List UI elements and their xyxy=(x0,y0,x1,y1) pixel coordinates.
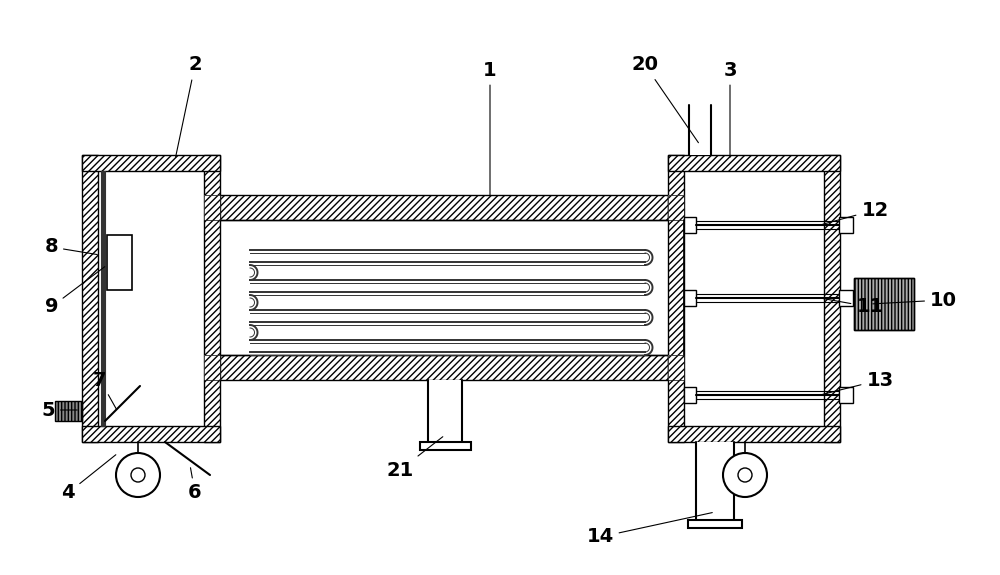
Bar xyxy=(839,290,853,306)
Bar xyxy=(98,171,204,426)
Bar xyxy=(107,235,132,290)
Circle shape xyxy=(723,453,767,497)
Circle shape xyxy=(116,453,160,497)
Bar xyxy=(824,155,840,442)
Text: 7: 7 xyxy=(93,370,117,409)
Bar xyxy=(696,442,734,520)
Bar xyxy=(839,217,853,233)
Bar xyxy=(101,171,105,426)
Text: 20: 20 xyxy=(632,56,698,143)
Text: 10: 10 xyxy=(873,290,957,309)
Bar xyxy=(668,195,684,220)
Bar xyxy=(684,171,824,426)
Text: 1: 1 xyxy=(483,60,497,196)
Text: 12: 12 xyxy=(823,201,889,224)
Bar xyxy=(220,220,668,355)
Bar xyxy=(684,387,696,403)
Bar xyxy=(668,195,684,220)
Bar xyxy=(668,426,840,442)
Text: 13: 13 xyxy=(823,370,894,394)
Bar xyxy=(688,520,742,528)
Bar xyxy=(839,387,853,403)
Text: 6: 6 xyxy=(188,467,202,503)
Bar xyxy=(204,195,220,220)
Text: 4: 4 xyxy=(61,455,116,503)
Bar xyxy=(668,155,840,171)
Text: 21: 21 xyxy=(386,436,443,480)
Bar xyxy=(668,155,684,442)
Bar xyxy=(428,380,463,442)
Bar xyxy=(420,442,471,450)
Circle shape xyxy=(131,468,145,482)
Bar xyxy=(684,290,696,306)
Text: 3: 3 xyxy=(723,60,737,157)
Bar xyxy=(854,278,914,330)
Bar xyxy=(220,195,668,220)
Bar xyxy=(82,426,220,442)
Circle shape xyxy=(738,468,752,482)
Bar xyxy=(82,155,98,442)
Text: 8: 8 xyxy=(44,237,97,256)
Bar xyxy=(854,278,914,330)
Bar xyxy=(668,355,684,380)
Text: 11: 11 xyxy=(823,297,884,316)
Bar xyxy=(204,195,220,220)
Bar xyxy=(204,355,220,380)
Bar xyxy=(668,355,684,380)
Text: 14: 14 xyxy=(586,512,712,546)
Bar xyxy=(82,155,220,171)
Bar xyxy=(55,401,82,421)
Bar xyxy=(204,155,220,442)
Bar xyxy=(220,355,668,380)
Text: 5: 5 xyxy=(41,401,77,420)
Text: 2: 2 xyxy=(176,56,202,158)
Bar xyxy=(689,105,711,155)
Text: 9: 9 xyxy=(44,267,105,316)
Bar xyxy=(684,217,696,233)
Bar xyxy=(204,355,220,380)
